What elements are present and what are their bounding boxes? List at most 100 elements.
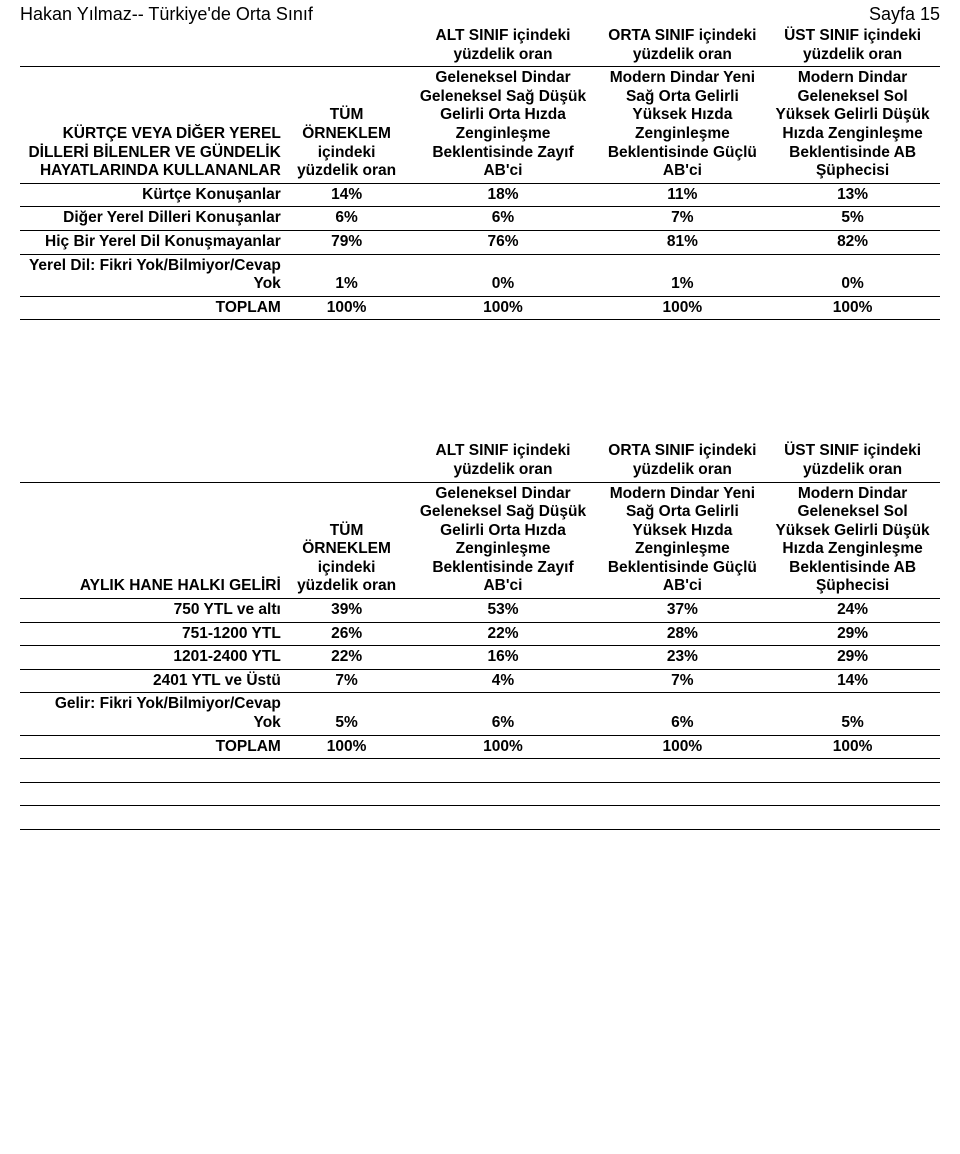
table-row: Diğer Yerel Dilleri Konuşanlar 6% 6% 7% … — [20, 207, 940, 231]
row-label: TOPLAM — [20, 296, 287, 320]
cell: 14% — [765, 669, 940, 693]
cell: 7% — [600, 207, 766, 231]
cell: 5% — [765, 693, 940, 735]
table-row: 2401 YTL ve Üstü 7% 4% 7% 14% — [20, 669, 940, 693]
cell: 100% — [600, 735, 766, 759]
cell: 11% — [600, 183, 766, 207]
cell: 81% — [600, 230, 766, 254]
cell: 0% — [765, 254, 940, 296]
blank-row — [20, 806, 940, 830]
cell: 7% — [600, 669, 766, 693]
row-label: Hiç Bir Yerel Dil Konuşmayanlar — [20, 230, 287, 254]
blank-cell — [287, 440, 407, 482]
cell: 1% — [287, 254, 407, 296]
cell: 18% — [406, 183, 599, 207]
class-header-row: ALT SINIF içindeki yüzdelik oran ORTA SI… — [20, 25, 940, 67]
blank-cell — [20, 25, 287, 67]
col-desc-alt: Geleneksel Dindar Geleneksel Sağ Düşük G… — [406, 482, 599, 599]
description-row: KÜRTÇE VEYA DİĞER YEREL DİLLERİ BİLENLER… — [20, 67, 940, 184]
cell: 29% — [765, 646, 940, 670]
cell: 29% — [765, 622, 940, 646]
blank-cell — [20, 440, 287, 482]
table-row: 750 YTL ve altı 39% 53% 37% 24% — [20, 599, 940, 623]
cell: 6% — [406, 693, 599, 735]
cell: 7% — [287, 669, 407, 693]
row-label: TOPLAM — [20, 735, 287, 759]
row-label: Kürtçe Konuşanlar — [20, 183, 287, 207]
table-row-total: TOPLAM 100% 100% 100% 100% — [20, 735, 940, 759]
col-header-alt: ALT SINIF içindeki yüzdelik oran — [406, 25, 599, 67]
col-desc-total: TÜM ÖRNEKLEM içindeki yüzdelik oran — [287, 482, 407, 599]
table-row: Gelir: Fikri Yok/Bilmiyor/Cevap Yok 5% 6… — [20, 693, 940, 735]
cell: 37% — [600, 599, 766, 623]
cell: 39% — [287, 599, 407, 623]
page-header: Hakan Yılmaz-- Türkiye'de Orta Sınıf Say… — [20, 0, 940, 25]
table-language: ALT SINIF içindeki yüzdelik oran ORTA SI… — [20, 25, 940, 320]
document-page: Hakan Yılmaz-- Türkiye'de Orta Sınıf Say… — [0, 0, 960, 870]
cell: 26% — [287, 622, 407, 646]
row-label: Gelir: Fikri Yok/Bilmiyor/Cevap Yok — [20, 693, 287, 735]
cell: 22% — [406, 622, 599, 646]
col-desc-alt: Geleneksel Dindar Geleneksel Sağ Düşük G… — [406, 67, 599, 184]
row-label: 751-1200 YTL — [20, 622, 287, 646]
class-header-row: ALT SINIF içindeki yüzdelik oran ORTA SI… — [20, 440, 940, 482]
col-desc-orta: Modern Dindar Yeni Sağ Orta Gelirli Yüks… — [600, 67, 766, 184]
cell: 4% — [406, 669, 599, 693]
col-header-orta: ORTA SINIF içindeki yüzdelik oran — [600, 440, 766, 482]
col-header-ust: ÜST SINIF içindeki yüzdelik oran — [765, 25, 940, 67]
table-income: ALT SINIF içindeki yüzdelik oran ORTA SI… — [20, 440, 940, 830]
row-label: Yerel Dil: Fikri Yok/Bilmiyor/Cevap Yok — [20, 254, 287, 296]
cell: 100% — [406, 735, 599, 759]
col-desc-ust: Modern Dindar Geleneksel Sol Yüksek Geli… — [765, 67, 940, 184]
cell: 53% — [406, 599, 599, 623]
table-row: 751-1200 YTL 26% 22% 28% 29% — [20, 622, 940, 646]
table-row-total: TOPLAM 100% 100% 100% 100% — [20, 296, 940, 320]
cell: 6% — [600, 693, 766, 735]
cell: 100% — [287, 296, 407, 320]
row-label-header: AYLIK HANE HALKI GELİRİ — [20, 482, 287, 599]
cell: 16% — [406, 646, 599, 670]
cell: 6% — [406, 207, 599, 231]
cell: 14% — [287, 183, 407, 207]
blank-row — [20, 782, 940, 806]
cell: 100% — [765, 735, 940, 759]
col-header-alt: ALT SINIF içindeki yüzdelik oran — [406, 440, 599, 482]
row-label: 750 YTL ve altı — [20, 599, 287, 623]
cell: 100% — [765, 296, 940, 320]
col-desc-orta: Modern Dindar Yeni Sağ Orta Gelirli Yüks… — [600, 482, 766, 599]
header-right: Sayfa 15 — [869, 4, 940, 25]
row-label: 1201-2400 YTL — [20, 646, 287, 670]
cell: 1% — [600, 254, 766, 296]
cell: 22% — [287, 646, 407, 670]
cell: 100% — [406, 296, 599, 320]
row-label: Diğer Yerel Dilleri Konuşanlar — [20, 207, 287, 231]
cell: 5% — [765, 207, 940, 231]
row-label-header: KÜRTÇE VEYA DİĞER YEREL DİLLERİ BİLENLER… — [20, 67, 287, 184]
col-header-ust: ÜST SINIF içindeki yüzdelik oran — [765, 440, 940, 482]
cell: 82% — [765, 230, 940, 254]
table-row: Hiç Bir Yerel Dil Konuşmayanlar 79% 76% … — [20, 230, 940, 254]
blank-row — [20, 759, 940, 783]
spacer — [20, 320, 940, 440]
cell: 28% — [600, 622, 766, 646]
col-header-orta: ORTA SINIF içindeki yüzdelik oran — [600, 25, 766, 67]
col-desc-total: TÜM ÖRNEKLEM içindeki yüzdelik oran — [287, 67, 407, 184]
col-desc-ust: Modern Dindar Geleneksel Sol Yüksek Geli… — [765, 482, 940, 599]
table-row: Yerel Dil: Fikri Yok/Bilmiyor/Cevap Yok … — [20, 254, 940, 296]
cell: 5% — [287, 693, 407, 735]
table-row: Kürtçe Konuşanlar 14% 18% 11% 13% — [20, 183, 940, 207]
description-row: AYLIK HANE HALKI GELİRİ TÜM ÖRNEKLEM içi… — [20, 482, 940, 599]
cell: 100% — [287, 735, 407, 759]
blank-cell — [287, 25, 407, 67]
cell: 76% — [406, 230, 599, 254]
cell: 13% — [765, 183, 940, 207]
cell: 100% — [600, 296, 766, 320]
cell: 6% — [287, 207, 407, 231]
cell: 23% — [600, 646, 766, 670]
header-left: Hakan Yılmaz-- Türkiye'de Orta Sınıf — [20, 4, 313, 25]
cell: 24% — [765, 599, 940, 623]
cell: 79% — [287, 230, 407, 254]
cell: 0% — [406, 254, 599, 296]
table-row: 1201-2400 YTL 22% 16% 23% 29% — [20, 646, 940, 670]
row-label: 2401 YTL ve Üstü — [20, 669, 287, 693]
